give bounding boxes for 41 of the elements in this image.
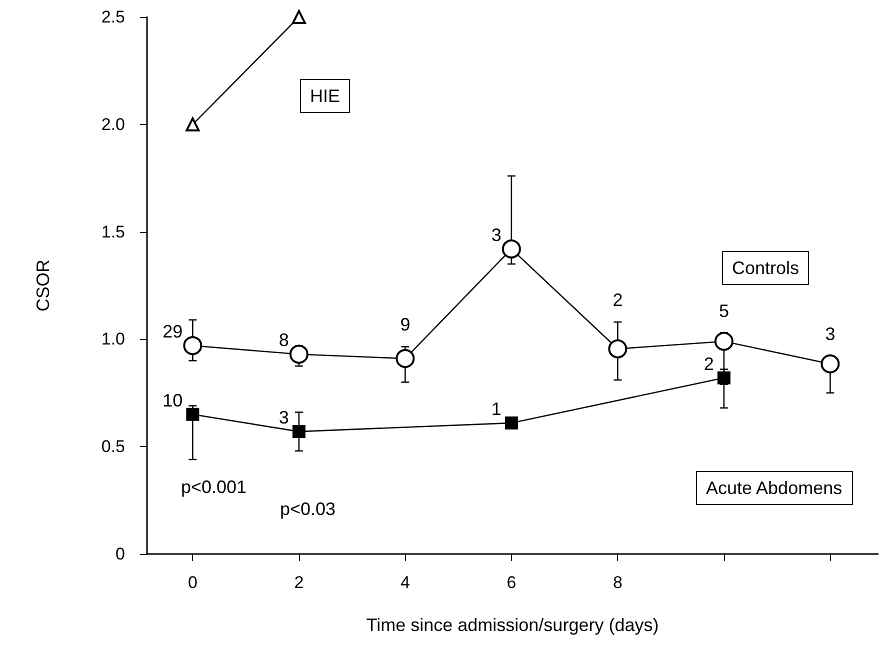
x-tick-label: 2 bbox=[294, 573, 304, 592]
point bbox=[608, 339, 628, 358]
x-tick-label: 0 bbox=[188, 573, 198, 592]
y-tick-label: 0.5 bbox=[101, 437, 125, 456]
annotation: 3 bbox=[278, 408, 289, 428]
point bbox=[504, 416, 518, 430]
annotation: 5 bbox=[718, 300, 729, 321]
annotation: 2 bbox=[704, 354, 714, 374]
annotation: 3 bbox=[825, 324, 836, 344]
annotation: 8 bbox=[278, 330, 289, 350]
point bbox=[292, 425, 306, 438]
annotation: 10 bbox=[162, 390, 183, 410]
x-tick-label: 6 bbox=[506, 573, 516, 592]
text: Acute Abdomens bbox=[706, 478, 842, 498]
annotation: 2 bbox=[612, 290, 623, 310]
y-tick-label: 1.5 bbox=[101, 222, 125, 242]
y-tick-label: 2.5 bbox=[101, 8, 125, 26]
x-tick-label: 8 bbox=[612, 573, 622, 592]
y-tick-label: 0 bbox=[116, 544, 125, 564]
y-axis-title: CSOR bbox=[33, 259, 53, 312]
point bbox=[396, 349, 415, 368]
point bbox=[717, 371, 730, 384]
point bbox=[289, 344, 308, 364]
point bbox=[502, 239, 521, 258]
point bbox=[820, 354, 840, 374]
annotation: 29 bbox=[162, 322, 183, 342]
point bbox=[292, 10, 306, 24]
annotation: 9 bbox=[400, 314, 410, 335]
annotation: 1 bbox=[491, 398, 502, 419]
text: Controls bbox=[732, 258, 800, 278]
y-tick-label: 2.0 bbox=[101, 114, 125, 134]
y-tick-label: 1.0 bbox=[101, 330, 125, 349]
annotation: p<0.03 bbox=[280, 499, 336, 519]
annotation: p<0.001 bbox=[181, 477, 247, 497]
x-tick-label: 4 bbox=[400, 573, 410, 592]
annotation: 3 bbox=[491, 224, 502, 245]
text: HIE bbox=[310, 86, 340, 106]
point bbox=[183, 336, 202, 356]
point bbox=[714, 332, 734, 351]
point bbox=[186, 408, 200, 421]
x-axis-title: Time since admission/surgery (days) bbox=[366, 615, 659, 635]
